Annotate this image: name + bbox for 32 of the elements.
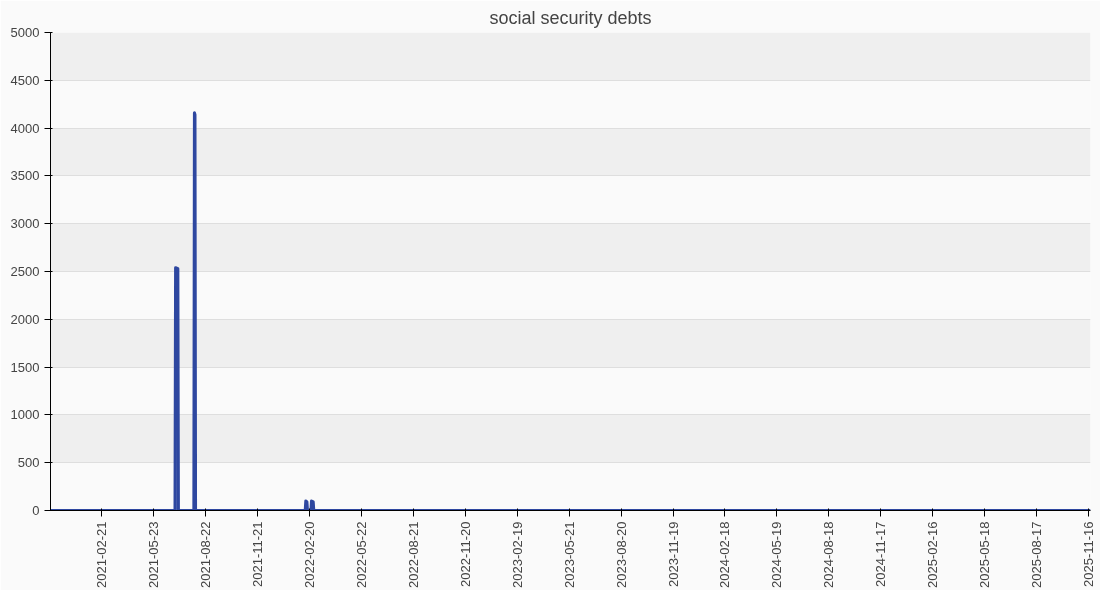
x-tick-label: 2024-11-17 — [873, 521, 889, 588]
x-tick-label: 2024-08-18 — [821, 521, 837, 588]
x-tick-label: 2025-02-16 — [925, 521, 941, 588]
x-tick-label: 2024-02-18 — [717, 521, 733, 588]
y-tick-label: 1000 — [10, 407, 40, 423]
y-tick-label: 3000 — [10, 216, 40, 232]
x-tick-label: 2025-05-18 — [977, 521, 993, 588]
y-tick-label: 2500 — [10, 264, 40, 279]
x-tick-label: 2021-02-21 — [93, 521, 109, 588]
y-tick-label: 500 — [17, 455, 40, 471]
x-tick-label: 2022-08-21 — [405, 521, 421, 588]
y-tick-label: 4500 — [10, 72, 40, 88]
x-tick-label: 2024-05-19 — [769, 521, 785, 588]
x-tick-label: 2022-02-20 — [301, 521, 317, 588]
y-tick-label: 4000 — [10, 120, 40, 136]
x-tick-label: 2022-11-20 — [457, 521, 473, 588]
x-tick-label: 2025-11-16 — [1081, 521, 1097, 588]
chart-title: social security debts — [489, 7, 652, 28]
y-tick-label: 5000 — [10, 25, 40, 40]
x-tick-label: 2023-02-19 — [509, 521, 525, 588]
x-tick-label: 2021-05-23 — [145, 521, 161, 588]
x-tick-label: 2021-11-21 — [249, 521, 265, 588]
x-tick-label: 2023-11-19 — [665, 521, 681, 588]
x-tick-label: 2025-08-17 — [1029, 521, 1045, 588]
y-tick-label: 2000 — [10, 311, 40, 327]
x-tick-label: 2021-08-22 — [197, 521, 213, 588]
x-tick-label: 2022-05-22 — [353, 521, 369, 588]
x-tick-label: 2023-08-20 — [613, 521, 629, 588]
y-tick-label: 3500 — [10, 168, 40, 184]
x-tick-label: 2023-05-21 — [561, 521, 577, 588]
y-tick-label: 0 — [32, 503, 40, 518]
y-tick-label: 1500 — [10, 359, 40, 375]
